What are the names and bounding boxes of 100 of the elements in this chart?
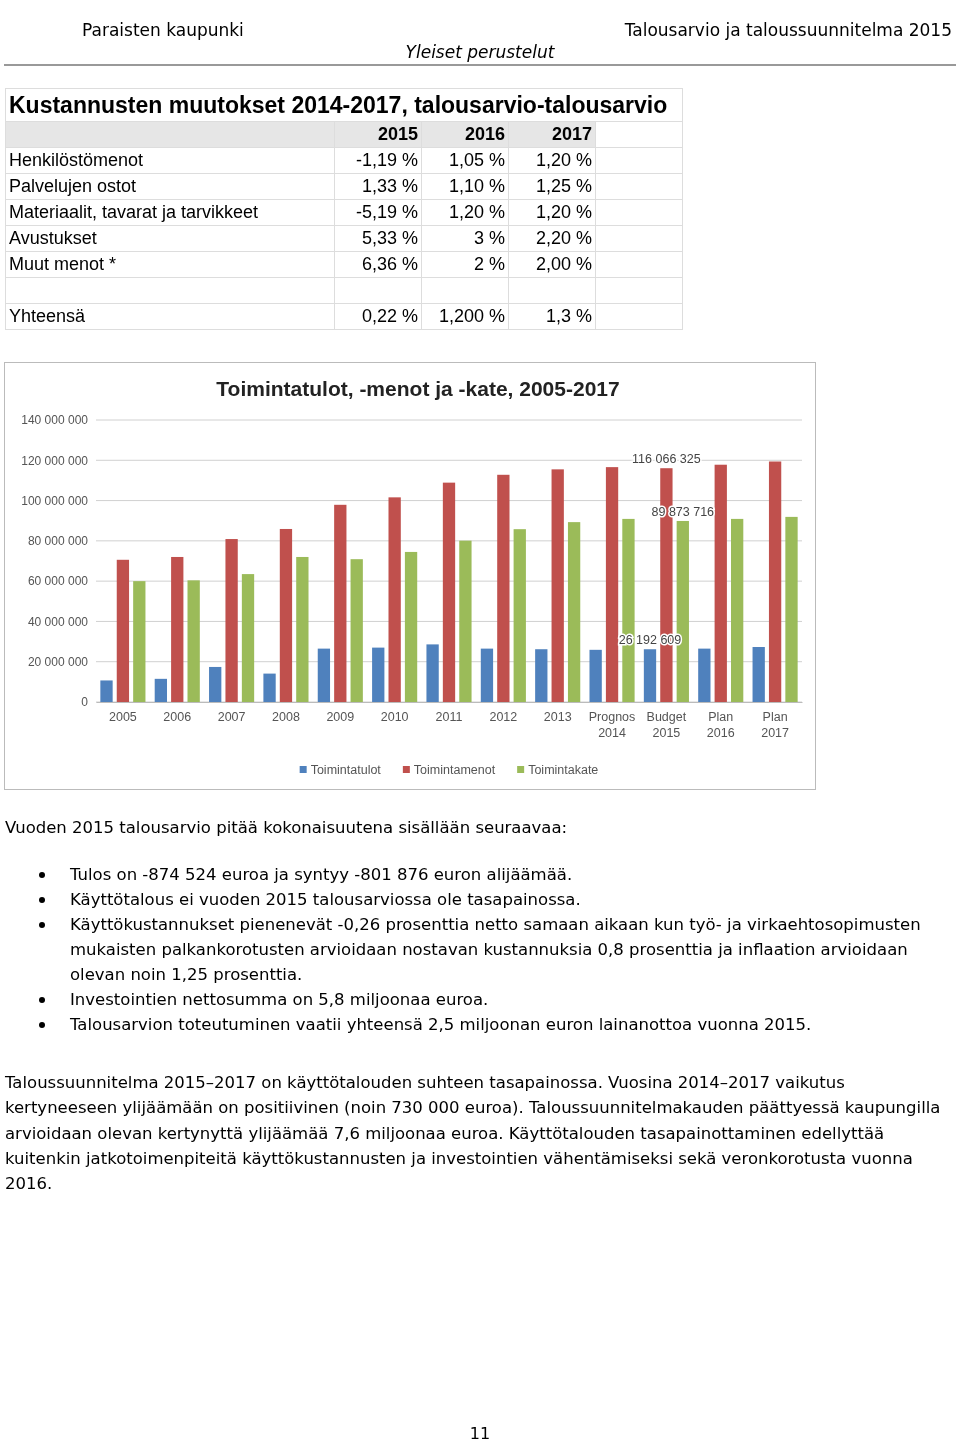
x-tick-label: 2011 xyxy=(435,709,463,724)
text: Talousarvion toteutuminen vaatii yhteensä 2,5 miljoonan euron lainanottoa vuonna 2015. xyxy=(70,1015,812,1034)
text: Käyttökustannukset pienenevät -0,26 prosenttia netto samaan aikaan kun työ- ja virkaehtosopimusten mukaisten palkankorotusten arvioidaan nostavan kustannuksia 0,8 prosenttia ja inflaation arvioidaan olevan noin 1,25 prosenttia. xyxy=(70,915,921,984)
text: Investointien nettosumma on 5,8 miljoonaa euroa. xyxy=(70,990,489,1009)
bar xyxy=(388,497,401,702)
text: 2,20 % xyxy=(535,228,592,248)
text: 11 xyxy=(468,1424,492,1443)
category-label: Henkilöstömenot xyxy=(9,150,144,170)
category-label: 2015 xyxy=(334,121,422,148)
bar xyxy=(154,678,167,702)
category-label: 2017 xyxy=(508,121,596,148)
bar xyxy=(535,649,548,702)
bar xyxy=(171,556,184,702)
y-tick-label: 80 000 000 xyxy=(27,534,89,549)
text: 3 % xyxy=(473,228,505,248)
text: Yleiset perustelut xyxy=(404,42,556,62)
category-label: 2016 xyxy=(421,121,509,148)
x-tick-label: 2013 xyxy=(543,709,572,724)
bar xyxy=(714,464,727,702)
legend-label: Toimintatulot xyxy=(310,763,382,777)
x-tick-label: Prognos 2014 xyxy=(588,709,636,740)
bar xyxy=(567,522,581,702)
x-tick-label: 2012 xyxy=(489,709,518,724)
x-tick-label: 2008 xyxy=(272,709,300,724)
bar xyxy=(404,551,418,702)
bar xyxy=(317,648,331,702)
bar xyxy=(225,539,238,702)
text: Käyttötalous ei vuoden 2015 talousarviossa ole tasapainossa. xyxy=(70,890,581,909)
text: 2 % xyxy=(473,254,505,274)
y-tick-label: 40 000 000 xyxy=(27,614,89,629)
text: 5,33 % xyxy=(361,228,418,248)
y-tick-label: 0 xyxy=(81,695,89,710)
bar xyxy=(605,467,619,702)
text: Tulos on -874 524 euroa ja syntyy -801 876 euron alijäämää. xyxy=(70,865,573,884)
category-label: Materiaalit, tavarat ja tarvikkeet xyxy=(9,202,259,222)
bar xyxy=(497,474,510,702)
bar xyxy=(279,528,293,702)
bar xyxy=(334,504,347,702)
bar xyxy=(480,648,494,702)
text: -1,19 % xyxy=(355,150,418,170)
category-label: Yhteensä xyxy=(9,306,86,326)
x-tick-label: 2007 xyxy=(217,709,246,724)
y-tick-label: 20 000 000 xyxy=(27,655,89,670)
text: 6,36 % xyxy=(361,254,418,274)
bar xyxy=(372,647,385,702)
text: 1,20 % xyxy=(535,150,592,170)
bar xyxy=(350,559,363,702)
chart-title: Toimintatulot, -menot ja -kate, 2005-2017 xyxy=(216,377,620,400)
bar xyxy=(241,574,255,702)
bar xyxy=(426,644,439,702)
text: 1,200 % xyxy=(438,306,505,326)
bar xyxy=(187,580,200,702)
x-tick-label: Plan 2017 xyxy=(761,709,790,740)
data-label: 116 066 325 xyxy=(632,452,701,467)
text: 1,20 % xyxy=(535,202,592,222)
x-tick-label: 2005 xyxy=(109,709,137,724)
bar xyxy=(589,649,602,702)
y-tick-label: 60 000 000 xyxy=(27,574,89,589)
bar xyxy=(785,516,798,702)
x-tick-label: 2009 xyxy=(326,709,355,724)
legend-label: Toimintakate xyxy=(528,763,599,777)
bar xyxy=(100,680,113,702)
bar xyxy=(513,529,526,702)
bar xyxy=(698,648,711,702)
legend-label: Toimintamenot xyxy=(413,763,496,777)
bar xyxy=(263,673,276,702)
category-label: Avustukset xyxy=(9,228,97,248)
x-tick-label: 2010 xyxy=(380,709,409,724)
bar xyxy=(209,666,222,702)
text: 1,3 % xyxy=(545,306,592,326)
x-tick-label: 2006 xyxy=(163,709,192,724)
bar xyxy=(551,469,564,702)
bar xyxy=(768,461,782,702)
bar xyxy=(296,556,309,702)
bar xyxy=(731,518,744,702)
text: 0,22 % xyxy=(361,306,418,326)
bar xyxy=(133,581,146,702)
text: 1,10 % xyxy=(448,176,505,196)
text: 1,05 % xyxy=(448,150,505,170)
text: 2,00 % xyxy=(535,254,592,274)
y-tick-label: 100 000 000 xyxy=(21,493,89,508)
text: 1,20 % xyxy=(448,202,505,222)
text: Talousarvio ja taloussuunnitelma 2015 xyxy=(624,20,952,40)
text: Paraisten kaupunki xyxy=(82,20,244,40)
category-label: Muut menot * xyxy=(9,254,117,274)
category-label: Palvelujen ostot xyxy=(9,176,137,196)
x-tick-label: Budget 2015 xyxy=(646,709,687,740)
bar xyxy=(752,647,765,702)
text: Taloussuunnitelma 2015–2017 on käyttötalouden suhteen tasapainossa. Vuosina 2014–2017 vaikutus kertyneeseen ylijäämään on positiivinen (noin 730 000 euroa). Taloussuunnitelmakauden päättyessä kaupungilla arvioidaan olevan kertynyttä ylijäämää 7,6 miljoonaa euroa. Käyttötalouden tasapainottaminen edellyttää kuitenkin jatkotoimenpiteitä käyttökustannusten ja investointien vähentämiseksi sekä veronkorotusta vuonna 2016. xyxy=(5,1072,942,1196)
y-tick-label: 140 000 000 xyxy=(21,413,89,428)
text: -5,19 % xyxy=(355,202,418,222)
text: 1,25 % xyxy=(535,176,592,196)
y-tick-label: 120 000 000 xyxy=(21,453,89,468)
text: 1,33 % xyxy=(361,176,418,196)
bar xyxy=(442,482,456,702)
x-tick-label: Plan 2016 xyxy=(706,709,735,740)
text: Vuoden 2015 talousarvio pitää kokonaisuutena sisällään seuraavaa: xyxy=(5,818,569,837)
bar xyxy=(459,540,472,702)
bar xyxy=(116,559,130,702)
text: Kustannusten muutokset 2014-2017, talousarvio-talousarvio xyxy=(5,88,683,122)
